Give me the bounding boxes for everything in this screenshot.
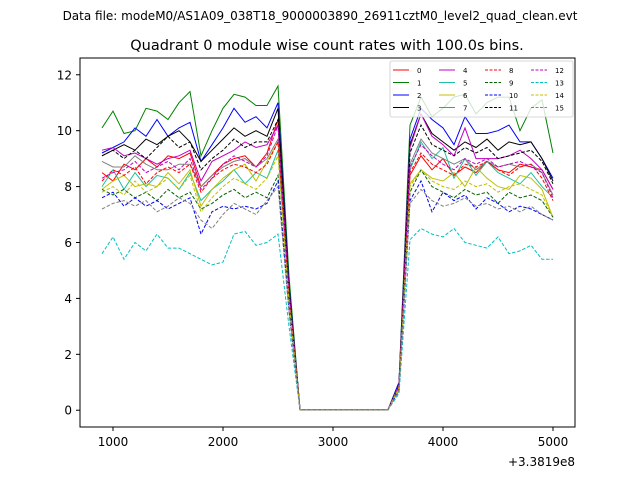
series-line-10	[101, 179, 554, 411]
legend-label-12: 12	[555, 67, 564, 75]
x-tick-label: 4000	[428, 435, 459, 449]
legend-label-13: 13	[555, 80, 564, 88]
legend-label-5: 5	[463, 80, 467, 88]
legend-label-7: 7	[463, 105, 467, 113]
series-line-15	[101, 185, 554, 411]
plot-frame	[79, 57, 576, 428]
y-axis: 0 2 4 6 8 10 12	[57, 68, 80, 418]
legend-label-4: 4	[463, 67, 468, 75]
x-tick-label: 1000	[98, 435, 129, 449]
chart-title: Quadrant 0 module wise count rates with …	[130, 38, 524, 54]
legend-label-10: 10	[509, 92, 518, 100]
legend-label-1: 1	[417, 80, 421, 88]
legend-label-6: 6	[463, 92, 468, 100]
x-offset-label: +3.3819e8	[508, 455, 575, 469]
x-axis: 1000 2000 3000 4000 5000	[98, 427, 569, 449]
legend-label-9: 9	[509, 80, 513, 88]
series-line-9	[101, 168, 554, 411]
y-tick-label: 0	[64, 404, 72, 418]
x-tick-label: 5000	[538, 435, 569, 449]
y-tick-label: 2	[64, 348, 72, 362]
y-tick-label: 12	[57, 68, 72, 82]
figure-suptitle: Data file: modeM0/AS1A09_038T18_90000038…	[63, 9, 578, 23]
legend-label-14: 14	[555, 92, 564, 100]
legend-label-11: 11	[509, 105, 518, 113]
y-tick-label: 8	[64, 180, 72, 194]
legend-label-2: 2	[417, 92, 421, 100]
legend-box	[389, 60, 574, 118]
series-line-14	[101, 153, 554, 411]
x-tick-label: 3000	[318, 435, 349, 449]
legend-label-15: 15	[555, 105, 564, 113]
legend-label-3: 3	[417, 105, 421, 113]
legend-label-8: 8	[509, 67, 513, 75]
x-tick-label: 2000	[208, 435, 239, 449]
y-tick-label: 4	[64, 292, 72, 306]
y-tick-label: 10	[57, 124, 72, 138]
y-tick-label: 6	[64, 236, 72, 250]
legend-label-0: 0	[417, 67, 421, 75]
